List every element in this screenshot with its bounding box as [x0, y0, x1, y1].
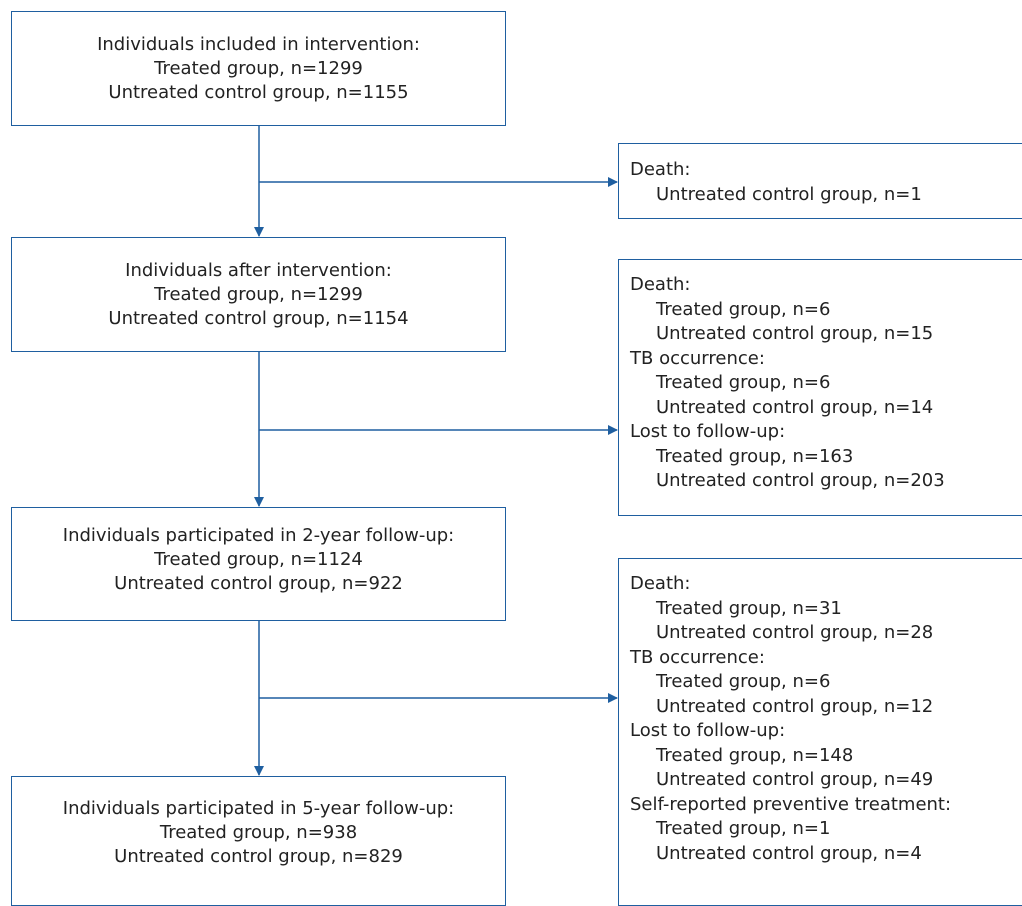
- box-2-year-follow-up: Individuals participated in 2-year follo…: [11, 507, 506, 621]
- exclusion-item: Treated group, n=6: [656, 298, 831, 320]
- exclusion-heading: TB occurrence:: [630, 347, 765, 369]
- exclusion-item: Untreated control group, n=15: [656, 323, 934, 344]
- box-5-year-follow-up: Individuals participated in 5-year follo…: [11, 776, 506, 906]
- exclusion-item: Treated group, n=6: [656, 372, 831, 393]
- control-count: Untreated control group, n=829: [114, 846, 403, 867]
- exclusion-item: Treated group, n=6: [656, 671, 831, 692]
- control-count: Untreated control group, n=1154: [108, 308, 409, 329]
- treated-count: Treated group, n=1299: [154, 284, 363, 305]
- exclusion-box-1: Death: Untreated control group, n=1: [618, 143, 1022, 219]
- box-title: Individuals participated in 2-year follo…: [62, 525, 455, 546]
- control-count: Untreated control group, n=922: [114, 573, 403, 594]
- exclusion-item: Untreated control group, n=4: [656, 842, 922, 864]
- exclusion-item: Treated group, n=148: [656, 744, 854, 766]
- exclusion-box-3: Death: Treated group, n=31 Untreated con…: [618, 558, 1022, 906]
- treated-count: Treated group, n=1299: [154, 58, 363, 79]
- treated-count: Treated group, n=1124: [154, 549, 363, 570]
- exclusion-item: Treated group, n=31: [656, 597, 842, 619]
- exclusion-heading: Lost to follow-up:: [630, 720, 786, 741]
- exclusion-heading: Lost to follow-up:: [630, 421, 786, 442]
- box-title: Individuals participated in 5-year follo…: [62, 798, 455, 819]
- exclusion-box-2: Death: Treated group, n=6 Untreated cont…: [618, 259, 1022, 516]
- box-included-in-intervention: Individuals included in intervention: Tr…: [11, 11, 506, 126]
- exclusion-item: Untreated control group, n=14: [656, 396, 934, 418]
- control-count: Untreated control group, n=1155: [108, 82, 409, 103]
- box-after-intervention: Individuals after intervention: Treated …: [11, 237, 506, 352]
- box-title: Individuals included in intervention:: [97, 34, 420, 55]
- exclusion-item: Untreated control group, n=12: [656, 695, 934, 717]
- exclusion-heading: Death:: [630, 159, 691, 180]
- exclusion-heading: TB occurrence:: [630, 646, 765, 668]
- exclusion-item: Untreated control group, n=28: [656, 622, 934, 643]
- exclusion-heading: Death:: [630, 573, 691, 594]
- exclusion-heading: Death:: [630, 274, 691, 295]
- exclusion-heading: Self-reported preventive treatment:: [630, 793, 952, 815]
- flow-connectors: [254, 126, 618, 776]
- exclusion-item: Untreated control group, n=203: [656, 470, 945, 491]
- box-title: Individuals after intervention:: [125, 260, 392, 281]
- exclusion-item: Untreated control group, n=1: [656, 183, 922, 205]
- exclusion-item: Treated group, n=163: [656, 445, 854, 467]
- treated-count: Treated group, n=938: [159, 822, 358, 843]
- exclusion-item: Untreated control group, n=49: [656, 769, 934, 790]
- exclusion-item: Treated group, n=1: [656, 818, 831, 839]
